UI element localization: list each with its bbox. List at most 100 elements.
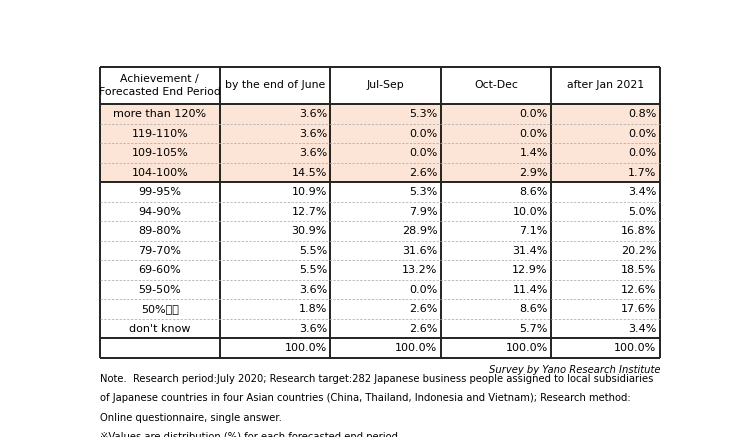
Text: 5.0%: 5.0% xyxy=(628,207,657,217)
Bar xyxy=(330,124,441,143)
Text: 94-90%: 94-90% xyxy=(139,207,182,217)
Bar xyxy=(220,241,330,260)
Text: 12.6%: 12.6% xyxy=(621,284,657,295)
Bar xyxy=(99,143,220,163)
Text: 5.7%: 5.7% xyxy=(519,324,548,334)
Bar xyxy=(220,143,330,163)
Text: 3.4%: 3.4% xyxy=(628,187,657,197)
Bar xyxy=(551,143,660,163)
Text: 3.6%: 3.6% xyxy=(299,284,327,295)
Bar xyxy=(220,222,330,241)
Text: 0.0%: 0.0% xyxy=(628,128,657,139)
Text: 79-70%: 79-70% xyxy=(139,246,182,256)
Text: 28.9%: 28.9% xyxy=(402,226,437,236)
Bar xyxy=(99,182,220,202)
Text: 0.0%: 0.0% xyxy=(409,148,437,158)
Text: 0.0%: 0.0% xyxy=(409,284,437,295)
Bar xyxy=(441,241,551,260)
Bar xyxy=(330,104,441,124)
Text: 99-95%: 99-95% xyxy=(139,187,182,197)
Text: 119-110%: 119-110% xyxy=(131,128,188,139)
Text: 7.9%: 7.9% xyxy=(409,207,437,217)
Text: Oct-Dec: Oct-Dec xyxy=(474,80,518,90)
Bar xyxy=(220,104,330,124)
Bar xyxy=(441,280,551,299)
Text: 89-80%: 89-80% xyxy=(139,226,182,236)
Bar xyxy=(441,182,551,202)
Bar xyxy=(330,182,441,202)
Text: 8.6%: 8.6% xyxy=(519,304,548,314)
Text: 20.2%: 20.2% xyxy=(621,246,657,256)
Bar xyxy=(551,299,660,319)
Bar xyxy=(551,124,660,143)
Bar xyxy=(330,260,441,280)
Text: 30.9%: 30.9% xyxy=(292,226,327,236)
Text: 10.9%: 10.9% xyxy=(292,187,327,197)
Text: Achievement /
Forecasted End Period: Achievement / Forecasted End Period xyxy=(99,74,221,97)
Bar xyxy=(99,241,220,260)
Bar xyxy=(220,299,330,319)
Bar xyxy=(330,280,441,299)
Bar xyxy=(551,241,660,260)
Bar xyxy=(441,339,551,358)
Text: 0.0%: 0.0% xyxy=(628,148,657,158)
Bar xyxy=(220,260,330,280)
Text: 100.0%: 100.0% xyxy=(614,343,657,353)
Text: 13.2%: 13.2% xyxy=(402,265,437,275)
Bar xyxy=(99,163,220,182)
Bar xyxy=(551,202,660,222)
Bar xyxy=(441,222,551,241)
Text: 5.3%: 5.3% xyxy=(409,109,437,119)
Text: of Japanese countries in four Asian countries (China, Thailand, Indonesia and Vi: of Japanese countries in four Asian coun… xyxy=(99,393,630,403)
Bar xyxy=(551,66,660,104)
Text: 12.7%: 12.7% xyxy=(291,207,327,217)
Text: 1.7%: 1.7% xyxy=(628,167,657,177)
Text: 3.4%: 3.4% xyxy=(628,324,657,334)
Text: 17.6%: 17.6% xyxy=(621,304,657,314)
Text: 10.0%: 10.0% xyxy=(513,207,548,217)
Bar xyxy=(330,143,441,163)
Text: 5.3%: 5.3% xyxy=(409,187,437,197)
Bar xyxy=(99,339,220,358)
Text: 50%以下: 50%以下 xyxy=(141,304,179,314)
Bar xyxy=(551,163,660,182)
Bar xyxy=(330,339,441,358)
Text: 3.6%: 3.6% xyxy=(299,128,327,139)
Text: more than 120%: more than 120% xyxy=(113,109,206,119)
Text: Online questionnaire, single answer.: Online questionnaire, single answer. xyxy=(99,413,282,423)
Text: 0.0%: 0.0% xyxy=(519,128,548,139)
Bar xyxy=(99,222,220,241)
Text: 100.0%: 100.0% xyxy=(285,343,327,353)
Text: 1.4%: 1.4% xyxy=(519,148,548,158)
Bar xyxy=(551,222,660,241)
Text: 2.6%: 2.6% xyxy=(409,167,437,177)
Text: 109-105%: 109-105% xyxy=(131,148,188,158)
Bar xyxy=(441,143,551,163)
Bar xyxy=(441,163,551,182)
Bar xyxy=(220,182,330,202)
Text: 3.6%: 3.6% xyxy=(299,324,327,334)
Bar xyxy=(330,163,441,182)
Bar xyxy=(220,280,330,299)
Text: 59-50%: 59-50% xyxy=(139,284,181,295)
Text: 16.8%: 16.8% xyxy=(621,226,657,236)
Text: 14.5%: 14.5% xyxy=(292,167,327,177)
Bar xyxy=(330,222,441,241)
Text: ※Values are distribution (%) for each forecasted end period.: ※Values are distribution (%) for each fo… xyxy=(99,432,401,437)
Bar xyxy=(330,66,441,104)
Bar xyxy=(99,66,220,104)
Text: 31.4%: 31.4% xyxy=(513,246,548,256)
Text: 7.1%: 7.1% xyxy=(519,226,548,236)
Text: 0.0%: 0.0% xyxy=(519,109,548,119)
Text: don't know: don't know xyxy=(129,324,190,334)
Text: 104-100%: 104-100% xyxy=(131,167,188,177)
Bar xyxy=(220,339,330,358)
Bar xyxy=(330,241,441,260)
Text: 11.4%: 11.4% xyxy=(513,284,548,295)
Text: 12.9%: 12.9% xyxy=(512,265,548,275)
Bar xyxy=(99,280,220,299)
Bar xyxy=(551,339,660,358)
Bar xyxy=(330,319,441,339)
Bar xyxy=(99,319,220,339)
Bar xyxy=(99,124,220,143)
